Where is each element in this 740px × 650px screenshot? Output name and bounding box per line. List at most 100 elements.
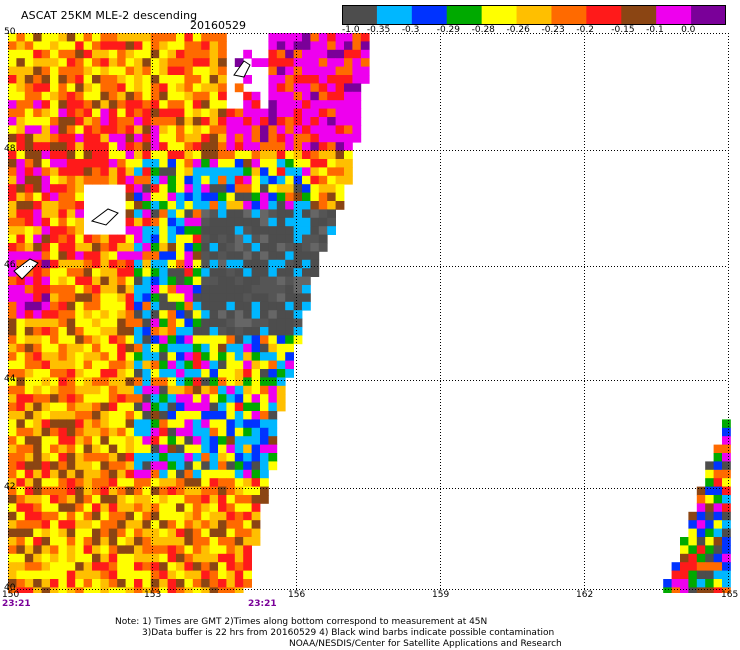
swath-cell xyxy=(24,461,34,471)
swath-cell xyxy=(142,394,152,403)
swath-cell xyxy=(58,335,68,345)
swath-cell xyxy=(150,411,160,420)
swath-cell xyxy=(176,268,185,277)
swath-cell xyxy=(92,352,101,361)
swath-cell xyxy=(285,310,294,319)
swath-cell xyxy=(209,579,219,588)
swath-cell xyxy=(108,537,118,546)
swath-cell xyxy=(251,142,261,151)
swath-cell xyxy=(234,251,244,261)
swath-cell xyxy=(83,100,93,109)
swath-cell xyxy=(83,49,93,59)
swath-cell xyxy=(159,343,168,353)
swath-cell xyxy=(100,259,110,269)
swath-cell xyxy=(150,469,160,479)
swath-cell xyxy=(176,402,185,412)
swath-cell xyxy=(83,419,93,429)
swath-cell xyxy=(218,511,227,521)
swath-cell xyxy=(142,436,152,445)
swath-cell xyxy=(293,293,303,303)
swath-cell xyxy=(218,562,227,571)
swath-cell xyxy=(318,209,328,219)
swath-cell xyxy=(41,318,51,328)
swath-cell xyxy=(41,58,51,67)
swath-cell xyxy=(142,520,152,529)
swath-cell xyxy=(318,49,328,59)
swath-cell xyxy=(260,427,269,437)
latitude-tick-label: 50 xyxy=(4,27,16,37)
swath-cell xyxy=(134,579,143,588)
swath-cell xyxy=(234,150,244,160)
swath-cell xyxy=(268,201,278,210)
swath-cell xyxy=(696,553,706,563)
swath-cell xyxy=(696,570,706,580)
swath-cell xyxy=(58,562,68,571)
swath-cell xyxy=(150,58,160,67)
swath-cell xyxy=(58,528,68,538)
swath-cell xyxy=(722,453,731,462)
swath-cell xyxy=(335,133,345,143)
swath-cell xyxy=(243,108,252,118)
swath-cell xyxy=(75,511,84,521)
swath-cell xyxy=(251,411,261,420)
swath-cell xyxy=(58,49,68,59)
swath-cell xyxy=(234,293,244,303)
swath-cell xyxy=(201,411,210,420)
swath-cell xyxy=(226,335,236,345)
swath-cell xyxy=(33,461,42,471)
swath-cell xyxy=(100,108,110,118)
swath-cell xyxy=(58,570,68,580)
swath-cell xyxy=(108,503,118,513)
swath-cell xyxy=(260,360,269,370)
swath-cell xyxy=(159,58,168,67)
swath-cell xyxy=(100,251,110,261)
swath-cell xyxy=(218,192,227,202)
swath-cell xyxy=(92,360,101,370)
swath-cell xyxy=(159,520,168,529)
swath-cell xyxy=(142,352,152,361)
swath-cell xyxy=(66,33,76,42)
swath-cell xyxy=(234,175,244,185)
swath-cell xyxy=(226,461,236,471)
swath-cell xyxy=(58,461,68,471)
swath-cell xyxy=(285,83,294,93)
swath-cell xyxy=(234,411,244,420)
swath-cell xyxy=(218,385,227,395)
swath-cell xyxy=(201,108,210,118)
swath-cell xyxy=(184,520,194,529)
swath-cell xyxy=(75,285,84,294)
swath-cell xyxy=(243,360,252,370)
swath-cell xyxy=(24,335,34,345)
swath-cell xyxy=(58,201,68,210)
swath-cell xyxy=(159,91,168,101)
swath-cell xyxy=(159,360,168,370)
swath-cell xyxy=(58,444,68,454)
swath-cell xyxy=(722,469,731,479)
colorbar-tick-label: -0.15 xyxy=(611,25,635,35)
swath-cell xyxy=(226,419,236,429)
swath-cell xyxy=(360,33,370,42)
swath-cell xyxy=(260,192,269,202)
swath-cell xyxy=(201,469,210,479)
swath-cell xyxy=(83,495,93,504)
swath-cell xyxy=(688,545,698,555)
swath-cell xyxy=(66,125,76,135)
swath-cell xyxy=(167,360,177,370)
swath-cell xyxy=(251,377,261,387)
swath-cell xyxy=(159,117,168,126)
swath-cell xyxy=(58,184,68,193)
swath-cell xyxy=(293,201,303,210)
swath-cell xyxy=(83,234,93,244)
swath-cell xyxy=(83,562,93,571)
swath-cell xyxy=(176,117,185,126)
swath-cell xyxy=(176,108,185,118)
swath-cell xyxy=(83,511,93,521)
swath-cell xyxy=(310,150,320,160)
swath-cell xyxy=(268,33,278,42)
swath-cell xyxy=(226,545,236,555)
swath-cell xyxy=(234,427,244,437)
swath-cell xyxy=(83,327,93,336)
swath-cell xyxy=(176,444,185,454)
swath-cell xyxy=(33,343,42,353)
swath-cell xyxy=(293,100,303,109)
